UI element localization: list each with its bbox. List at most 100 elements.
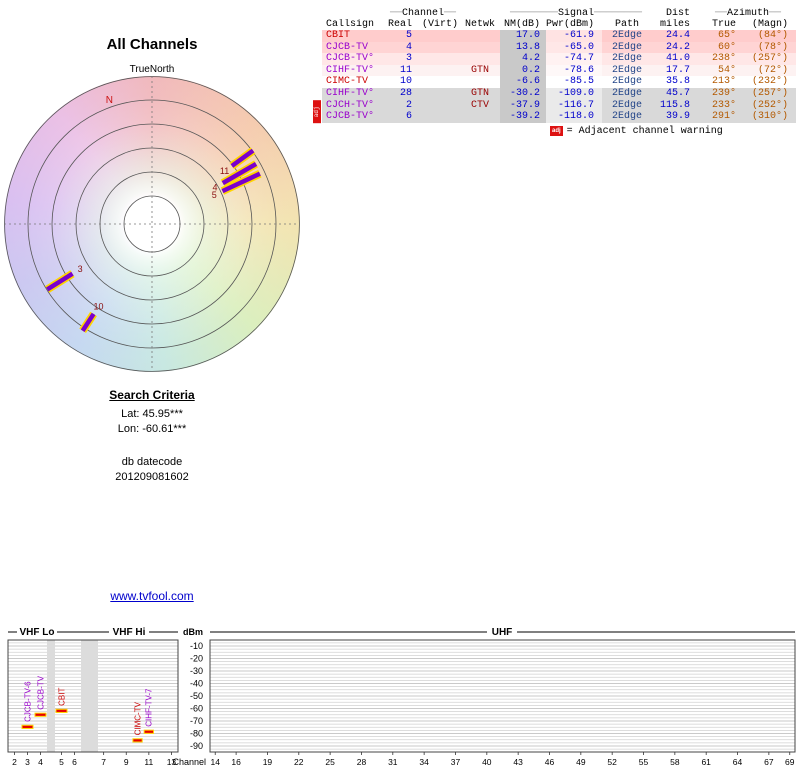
x-axis-label: Channel [172, 757, 206, 767]
col-header-real: Real [387, 19, 412, 30]
channel-tick-label: 3 [25, 757, 30, 767]
cell-miles: 35.8 [665, 76, 690, 88]
group-header-spacer [460, 8, 500, 19]
table-row: CIHF-TV° 11 GTN 0.2 -78.6 2Edge 17.7 54° (72°) [322, 64, 796, 77]
datecode-label: db datecode [121, 456, 183, 468]
band-label: UHF [492, 627, 513, 638]
cell-path: 2Edge [611, 87, 642, 99]
channel-tick-label: 40 [482, 757, 492, 767]
cell-miles: 24.4 [665, 30, 690, 41]
cell-real: 11 [399, 64, 412, 76]
cell-path: 2Edge [611, 99, 642, 111]
radar-north-label: TrueNorth [129, 64, 175, 75]
cell-callsign: CJCH-TV° [326, 99, 375, 111]
table-row: CJCB-TV 4 13.8 -65.0 2Edge 24.2 60° (78°) [322, 41, 796, 54]
magnetic-north-label: N [106, 95, 113, 106]
table-column-header-row: Callsign Real (Virt) Netwk NM(dB) Pwr(dB… [322, 19, 796, 30]
cell-callsign: CJCB-TV [326, 41, 369, 53]
radar-marker-label: 3 [78, 264, 83, 274]
cell-nm: 0.2 [500, 64, 546, 77]
group-header-signal: ────────Signal──────── [509, 8, 643, 19]
table-group-header-row: ──Channel── ────────Signal──────── Dist … [322, 8, 796, 19]
channel-tick-label: 28 [357, 757, 367, 767]
channel-tick-label: 16 [231, 757, 241, 767]
group-header-dist: Dist [665, 8, 690, 19]
cell-virt [420, 42, 460, 54]
radar-ring [123, 195, 181, 253]
channel-tick-label: 5 [59, 757, 64, 767]
table-row: CIHF-TV° 28 GTN -30.2 -109.0 2Edge 45.7 239° (25… [322, 87, 796, 100]
non-broadcast-gap-band [81, 640, 98, 752]
channel-tick-label: 13 [167, 757, 177, 767]
radar-ring [51, 123, 253, 325]
cell-true_az: 60° [717, 41, 736, 53]
cell-miles: 17.7 [665, 64, 690, 76]
cell-virt [420, 53, 460, 65]
cell-miles: 39.9 [665, 111, 690, 123]
channel-tick-label: 14 [210, 757, 220, 767]
datecode-value: 201209081602 [115, 471, 189, 483]
cell-nm: 13.8 [500, 41, 546, 54]
cell-real: 2 [405, 99, 412, 111]
cell-virt [420, 65, 460, 77]
channel-tick-label: 46 [545, 757, 555, 767]
tvfool-link[interactable]: www.tvfool.com [110, 589, 194, 603]
cell-netwk [460, 42, 500, 54]
adjacent-warning-legend: adj = Adjacent channel warning [550, 126, 723, 137]
radar-marker-label: 11 [220, 166, 229, 176]
cell-real: 3 [405, 53, 412, 65]
cell-real: 5 [405, 30, 412, 41]
cell-true_az: 65° [717, 30, 736, 41]
y-axis-tick-label: -80 [190, 729, 203, 739]
col-header-miles: miles [659, 19, 690, 30]
cell-callsign: CBIT [326, 30, 351, 41]
cell-nm: -30.2 [500, 87, 546, 100]
latitude-value: Lat: 45.95*** [121, 408, 183, 420]
cell-magn_az: (257°) [751, 53, 788, 65]
y-axis-tick-label: -50 [190, 691, 203, 701]
chart-border [209, 639, 796, 753]
signal-marker-CIHF-TV-7: CIHF-TV-7 [143, 688, 154, 734]
cell-magn_az: (252°) [751, 99, 788, 111]
channel-tick-label: 19 [263, 757, 273, 767]
col-header-magn: (Magn) [751, 19, 788, 30]
radar-marker-channel-4: 4 [212, 160, 259, 193]
y-axis-tick-label: -70 [190, 716, 203, 726]
cell-netwk [460, 53, 500, 65]
signal-marker-CJCB-TV: CJCB-TV [34, 675, 47, 717]
cell-path: 2Edge [611, 53, 642, 65]
channel-tick-label: 67 [764, 757, 774, 767]
cell-path: 2Edge [611, 76, 642, 88]
cell-pwr: -78.6 [546, 64, 602, 77]
y-axis-tick-label: -90 [190, 741, 203, 751]
y-axis-tick-label: -20 [190, 654, 203, 664]
channel-tick-label: 11 [144, 757, 153, 767]
channel-tick-label: 2 [12, 757, 17, 767]
cell-miles: 24.2 [665, 41, 690, 53]
band-label: VHF Hi [113, 627, 146, 638]
channel-tick-label: 34 [419, 757, 429, 767]
channel-tick-label: 49 [576, 757, 586, 767]
cell-magn_az: (78°) [757, 41, 788, 53]
cell-magn_az: (84°) [757, 30, 788, 41]
cell-callsign: CJCB-TV° [326, 111, 375, 123]
cell-true_az: 233° [711, 99, 736, 111]
cell-pwr: -74.7 [546, 53, 602, 65]
signal-marker-CIMC-TV: CIMC-TV [132, 701, 143, 743]
signal-marker-CBIT: CBIT [55, 688, 68, 713]
cell-callsign: CIMC-TV [326, 76, 369, 88]
cell-nm: -39.2 [500, 111, 546, 123]
cell-nm: -6.6 [500, 76, 546, 88]
cell-pwr: -109.0 [546, 87, 602, 100]
signal-callsign-label: CIHF-TV-7 [145, 688, 154, 727]
radar-marker-channel-11: 11 [220, 147, 256, 176]
cell-netwk: CTV [470, 99, 489, 111]
cell-miles: 115.8 [659, 99, 690, 111]
cell-true_az: 239° [711, 87, 736, 99]
cell-pwr: -116.7 [546, 99, 602, 112]
cell-real: 6 [405, 111, 412, 123]
channel-tick-label: 4 [38, 757, 43, 767]
adjacent-channel-flag: adj [313, 99, 321, 123]
group-header-azimuth: ──Azimuth── [714, 8, 782, 19]
